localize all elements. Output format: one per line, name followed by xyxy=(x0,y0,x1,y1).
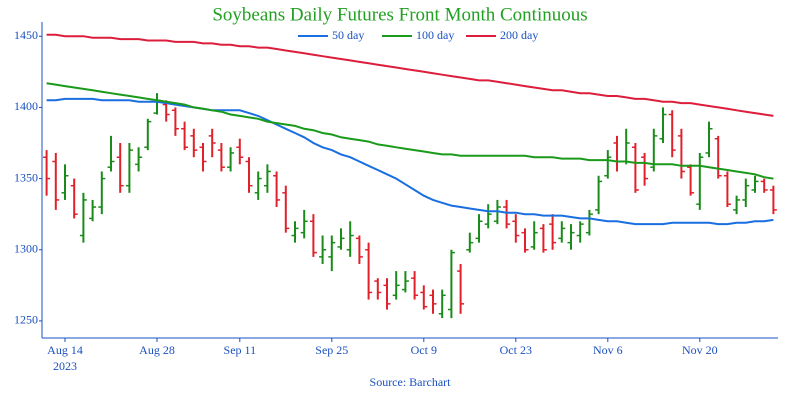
y-tick-label: 1350 xyxy=(14,170,38,184)
legend-label: 200 day xyxy=(500,28,538,42)
y-tick-label: 1300 xyxy=(14,241,38,255)
legend-label: 50 day xyxy=(332,28,364,42)
ma-line xyxy=(46,82,774,180)
chart-title: Soybeans Daily Futures Front Month Conti… xyxy=(212,4,587,25)
x-tick-label: Oct 9 xyxy=(411,343,437,357)
x-tick-label: Sep 25 xyxy=(315,343,348,357)
legend-label: 100 day xyxy=(416,28,454,42)
x-tick-label: Aug 14 xyxy=(47,343,83,357)
x-tick-label: Aug 28 xyxy=(139,343,175,357)
ma-line xyxy=(46,33,774,117)
x-tick-label: Sep 11 xyxy=(224,343,257,357)
ma-line xyxy=(46,97,774,226)
x-tick-label: Nov 6 xyxy=(593,343,623,357)
x-tick-label: Nov 20 xyxy=(682,343,718,357)
source-note: Source: Barchart xyxy=(370,375,452,389)
y-tick-label: 1450 xyxy=(14,28,38,42)
y-tick-label: 1250 xyxy=(14,313,38,327)
x-year-label: 2023 xyxy=(53,359,77,373)
y-tick-label: 1400 xyxy=(14,99,38,113)
x-tick-label: Oct 23 xyxy=(500,343,532,357)
